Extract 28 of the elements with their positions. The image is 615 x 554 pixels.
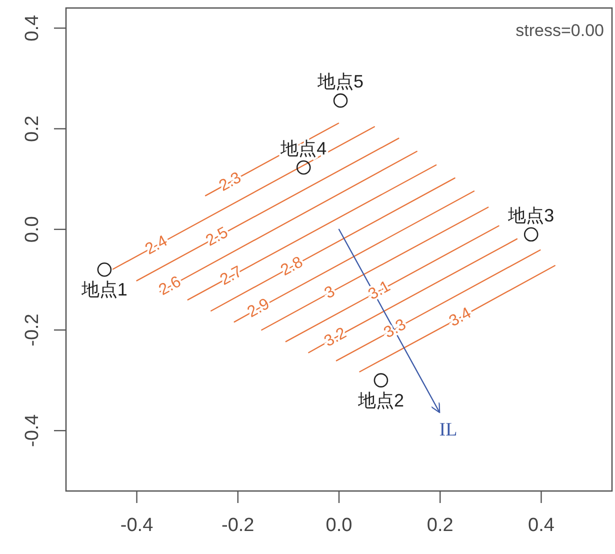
text: 2.9 — [244, 296, 273, 322]
y-tick-label: -0.4 — [22, 414, 43, 447]
text: 2.5 — [203, 224, 232, 250]
text: 2.6 — [156, 273, 184, 300]
y-tick-label: -0.2 — [22, 314, 43, 346]
y-tick-label: 0.4 — [22, 14, 43, 42]
text: 3.4 — [446, 304, 474, 330]
x-tick-label: 0.4 — [528, 515, 555, 536]
series-label: 地点5 — [316, 72, 364, 92]
series-label: 地点3 — [507, 205, 554, 226]
text: 3 — [322, 283, 338, 302]
series-label: 地点2 — [356, 390, 404, 410]
x-tick-label: -0.4 — [120, 515, 154, 536]
y-tick-label: 0.2 — [22, 116, 43, 142]
series-label: 地点1 — [80, 280, 128, 300]
series-label: IL — [439, 419, 458, 440]
text: 3.3 — [381, 316, 410, 342]
y-tick-label: 0.0 — [22, 216, 43, 243]
x-tick-label: -0.2 — [222, 515, 254, 536]
x-tick-label: 0.2 — [426, 515, 454, 536]
text: 2.3 — [216, 169, 244, 195]
text: 2.7 — [217, 263, 246, 289]
x-tick-label: 0.0 — [326, 515, 352, 536]
text: 3.1 — [366, 278, 394, 304]
annotation: stress=0.00 — [516, 21, 604, 40]
text: 2.4 — [142, 232, 170, 258]
text: 2.8 — [278, 254, 306, 280]
text: 3.2 — [322, 324, 350, 350]
